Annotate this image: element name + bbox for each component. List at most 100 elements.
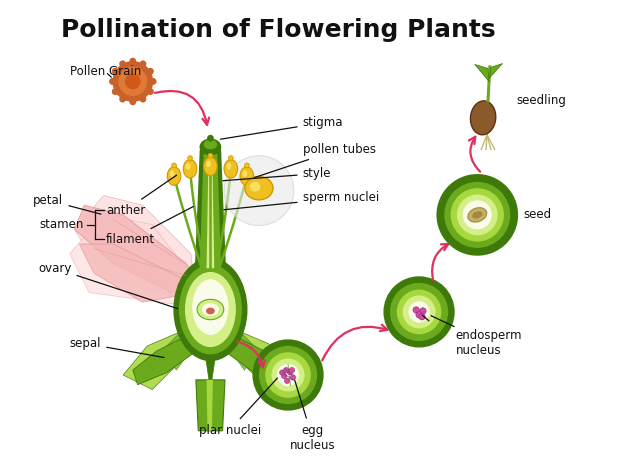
Circle shape <box>289 367 295 373</box>
Circle shape <box>125 74 141 89</box>
Ellipse shape <box>250 182 260 191</box>
Ellipse shape <box>188 156 192 161</box>
Circle shape <box>224 156 294 225</box>
Circle shape <box>419 314 425 320</box>
Text: seedling: seedling <box>516 94 566 107</box>
Circle shape <box>118 67 147 96</box>
Circle shape <box>130 58 136 65</box>
Circle shape <box>408 301 429 322</box>
Circle shape <box>444 182 510 248</box>
Ellipse shape <box>202 303 219 316</box>
Circle shape <box>277 364 299 386</box>
Ellipse shape <box>245 176 273 200</box>
Circle shape <box>397 289 441 334</box>
Circle shape <box>284 378 290 383</box>
Text: anther: anther <box>106 175 177 217</box>
Circle shape <box>119 96 126 103</box>
Polygon shape <box>200 152 221 268</box>
Ellipse shape <box>203 157 217 175</box>
Ellipse shape <box>224 159 238 178</box>
Circle shape <box>112 68 118 75</box>
Polygon shape <box>475 65 489 82</box>
Circle shape <box>416 312 422 318</box>
Text: plar nuclei: plar nuclei <box>198 378 277 436</box>
Circle shape <box>112 88 118 95</box>
Ellipse shape <box>167 167 181 185</box>
Text: stigma: stigma <box>220 116 343 139</box>
Ellipse shape <box>240 167 254 185</box>
Circle shape <box>384 277 454 347</box>
Text: sperm nuclei: sperm nuclei <box>224 191 379 210</box>
Ellipse shape <box>197 300 223 320</box>
Circle shape <box>119 60 126 67</box>
Circle shape <box>272 359 305 392</box>
Circle shape <box>463 200 492 229</box>
Text: filament: filament <box>106 207 193 245</box>
Ellipse shape <box>185 272 236 347</box>
Polygon shape <box>224 336 288 385</box>
Circle shape <box>130 98 136 105</box>
Ellipse shape <box>471 101 496 135</box>
Circle shape <box>451 188 504 241</box>
Polygon shape <box>225 331 298 390</box>
Circle shape <box>282 373 287 379</box>
Circle shape <box>265 352 311 398</box>
Ellipse shape <box>242 170 247 177</box>
Circle shape <box>287 370 293 375</box>
Text: sepal: sepal <box>69 337 164 358</box>
Circle shape <box>457 195 498 235</box>
Ellipse shape <box>244 163 249 168</box>
Polygon shape <box>133 336 197 385</box>
Ellipse shape <box>228 156 233 161</box>
Ellipse shape <box>203 140 217 149</box>
Circle shape <box>147 68 154 75</box>
Polygon shape <box>220 327 259 370</box>
Polygon shape <box>80 244 196 302</box>
Text: style: style <box>223 167 331 181</box>
Ellipse shape <box>206 161 211 167</box>
Circle shape <box>253 340 323 410</box>
Circle shape <box>413 307 419 313</box>
Ellipse shape <box>208 153 213 158</box>
Polygon shape <box>123 331 196 390</box>
Ellipse shape <box>179 265 242 354</box>
Ellipse shape <box>192 279 228 335</box>
Polygon shape <box>207 380 213 431</box>
Polygon shape <box>195 149 226 268</box>
Circle shape <box>147 88 154 95</box>
Text: seed: seed <box>523 208 552 221</box>
Circle shape <box>150 78 156 85</box>
Polygon shape <box>162 327 201 370</box>
Polygon shape <box>74 196 196 302</box>
Circle shape <box>140 60 146 67</box>
Circle shape <box>290 375 295 380</box>
Circle shape <box>284 367 289 373</box>
Polygon shape <box>207 157 214 268</box>
Ellipse shape <box>183 159 197 178</box>
Ellipse shape <box>170 170 175 177</box>
Ellipse shape <box>174 259 247 360</box>
Polygon shape <box>69 215 196 307</box>
Text: egg
nucleus: egg nucleus <box>289 380 335 452</box>
Polygon shape <box>203 341 218 390</box>
Text: pollen tubes: pollen tubes <box>254 143 376 178</box>
Ellipse shape <box>186 163 190 170</box>
Circle shape <box>403 295 436 328</box>
Ellipse shape <box>472 211 483 218</box>
Ellipse shape <box>200 139 220 155</box>
Circle shape <box>438 175 517 255</box>
Circle shape <box>420 308 426 314</box>
Circle shape <box>259 346 317 404</box>
Circle shape <box>140 96 146 103</box>
Ellipse shape <box>206 308 215 314</box>
Text: Pollination of Flowering Plants: Pollination of Flowering Plants <box>61 18 496 43</box>
Text: stamen: stamen <box>40 218 85 231</box>
Polygon shape <box>490 64 503 78</box>
Circle shape <box>280 370 285 375</box>
Text: Pollen Grain: Pollen Grain <box>69 65 141 78</box>
Circle shape <box>113 61 153 102</box>
Circle shape <box>207 135 214 142</box>
Ellipse shape <box>468 207 486 222</box>
Text: ovary: ovary <box>38 262 178 309</box>
Ellipse shape <box>172 163 177 168</box>
